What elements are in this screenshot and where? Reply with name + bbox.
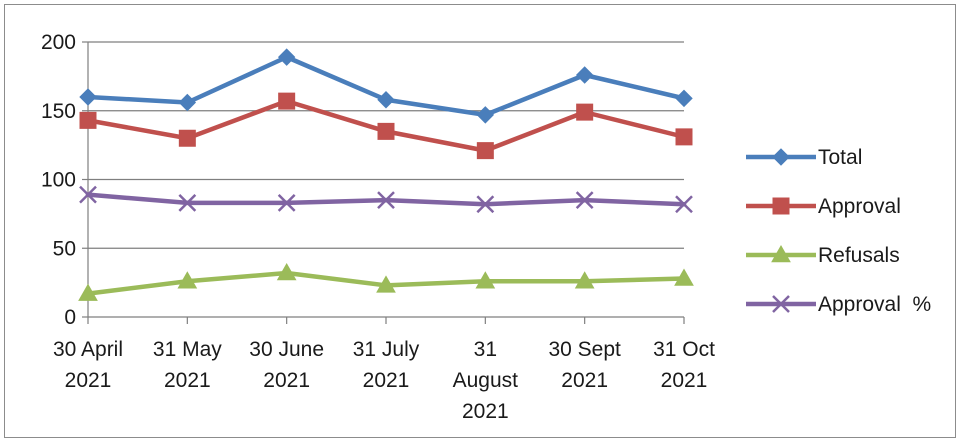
y-tick-label: 200 (41, 31, 76, 54)
data-point-total (476, 106, 495, 124)
gridlines (88, 41, 684, 249)
data-point-total (377, 91, 395, 109)
data-point-refusals (475, 271, 496, 289)
data-point-total (675, 89, 693, 108)
data-point-total (575, 66, 594, 84)
legend-item-approval: Approval % (746, 293, 931, 316)
data-point-total (79, 88, 97, 106)
data-point-approval (178, 129, 196, 147)
axes (82, 41, 685, 324)
x-marker-stroke (675, 195, 693, 214)
legend-item-total: Total (746, 146, 862, 169)
legend-swatch-marker (772, 148, 790, 166)
data-point-approval (476, 142, 494, 160)
data-point-approval (377, 191, 395, 210)
x-tick-label: 30 June 2021 (249, 338, 324, 392)
legend-label: Approval (818, 195, 901, 218)
data-point-approval (178, 193, 197, 212)
x-axis-tick-labels: 30 April 2021 31 May 2021 30 June 2021 31 July… (53, 338, 715, 423)
data-point-approval (675, 128, 693, 146)
x-marker-stroke (377, 191, 395, 210)
x-tick-label: 30 April 2021 (53, 338, 123, 392)
x-marker-stroke (277, 193, 296, 212)
data-point-approval (278, 92, 296, 110)
y-tick-label: 50 (53, 237, 76, 260)
data-point-refusals (574, 271, 595, 289)
data-point-refusals (276, 262, 297, 281)
x-tick-label: 31 August 2021 (453, 338, 519, 423)
data-point-approval (277, 193, 296, 212)
x-tick-label: 31 May 2021 (153, 338, 222, 392)
data-point-total (178, 93, 197, 112)
data-point-approval (476, 195, 495, 214)
x-tick-label: 31 July 2021 (353, 338, 420, 392)
data-point-refusals (674, 268, 694, 286)
data-point-refusals (177, 271, 198, 289)
data-point-refusals (78, 283, 98, 301)
series-lines (78, 48, 694, 301)
x-marker-stroke (79, 185, 97, 204)
legend-swatch-marker (772, 295, 790, 313)
x-marker-stroke (575, 191, 594, 210)
chart-frame (4, 4, 956, 438)
x-tick-label: 30 Sept 2021 (548, 338, 621, 392)
data-point-total (277, 48, 296, 66)
legend-item-refusals: Refusals (746, 244, 900, 267)
data-point-approval (576, 103, 594, 121)
data-point-approval (79, 111, 97, 129)
data-point-approval (377, 122, 395, 140)
y-tick-label: 150 (41, 100, 76, 123)
legend-label: Approval % (818, 293, 931, 316)
y-tick-label: 0 (64, 306, 76, 329)
legend: Total Approval Refusals Approval % (746, 146, 931, 316)
legend-swatch-marker (772, 197, 790, 215)
x-marker-stroke (476, 195, 495, 214)
legend-label: Total (818, 146, 862, 169)
data-point-approval (575, 191, 594, 210)
legend-swatch-marker (771, 244, 791, 263)
data-point-refusals (376, 275, 396, 293)
y-axis-tick-labels: 0 50 100 150 200 (41, 31, 76, 329)
x-tick-label: 31 Oct 2021 (653, 338, 715, 392)
data-point-approval (79, 185, 97, 204)
x-marker-stroke (772, 295, 790, 313)
y-tick-label: 100 (41, 169, 76, 192)
x-marker-stroke (178, 193, 197, 212)
legend-label: Refusals (818, 244, 900, 267)
data-point-approval (675, 195, 693, 214)
legend-item-approval: Approval (746, 195, 901, 218)
